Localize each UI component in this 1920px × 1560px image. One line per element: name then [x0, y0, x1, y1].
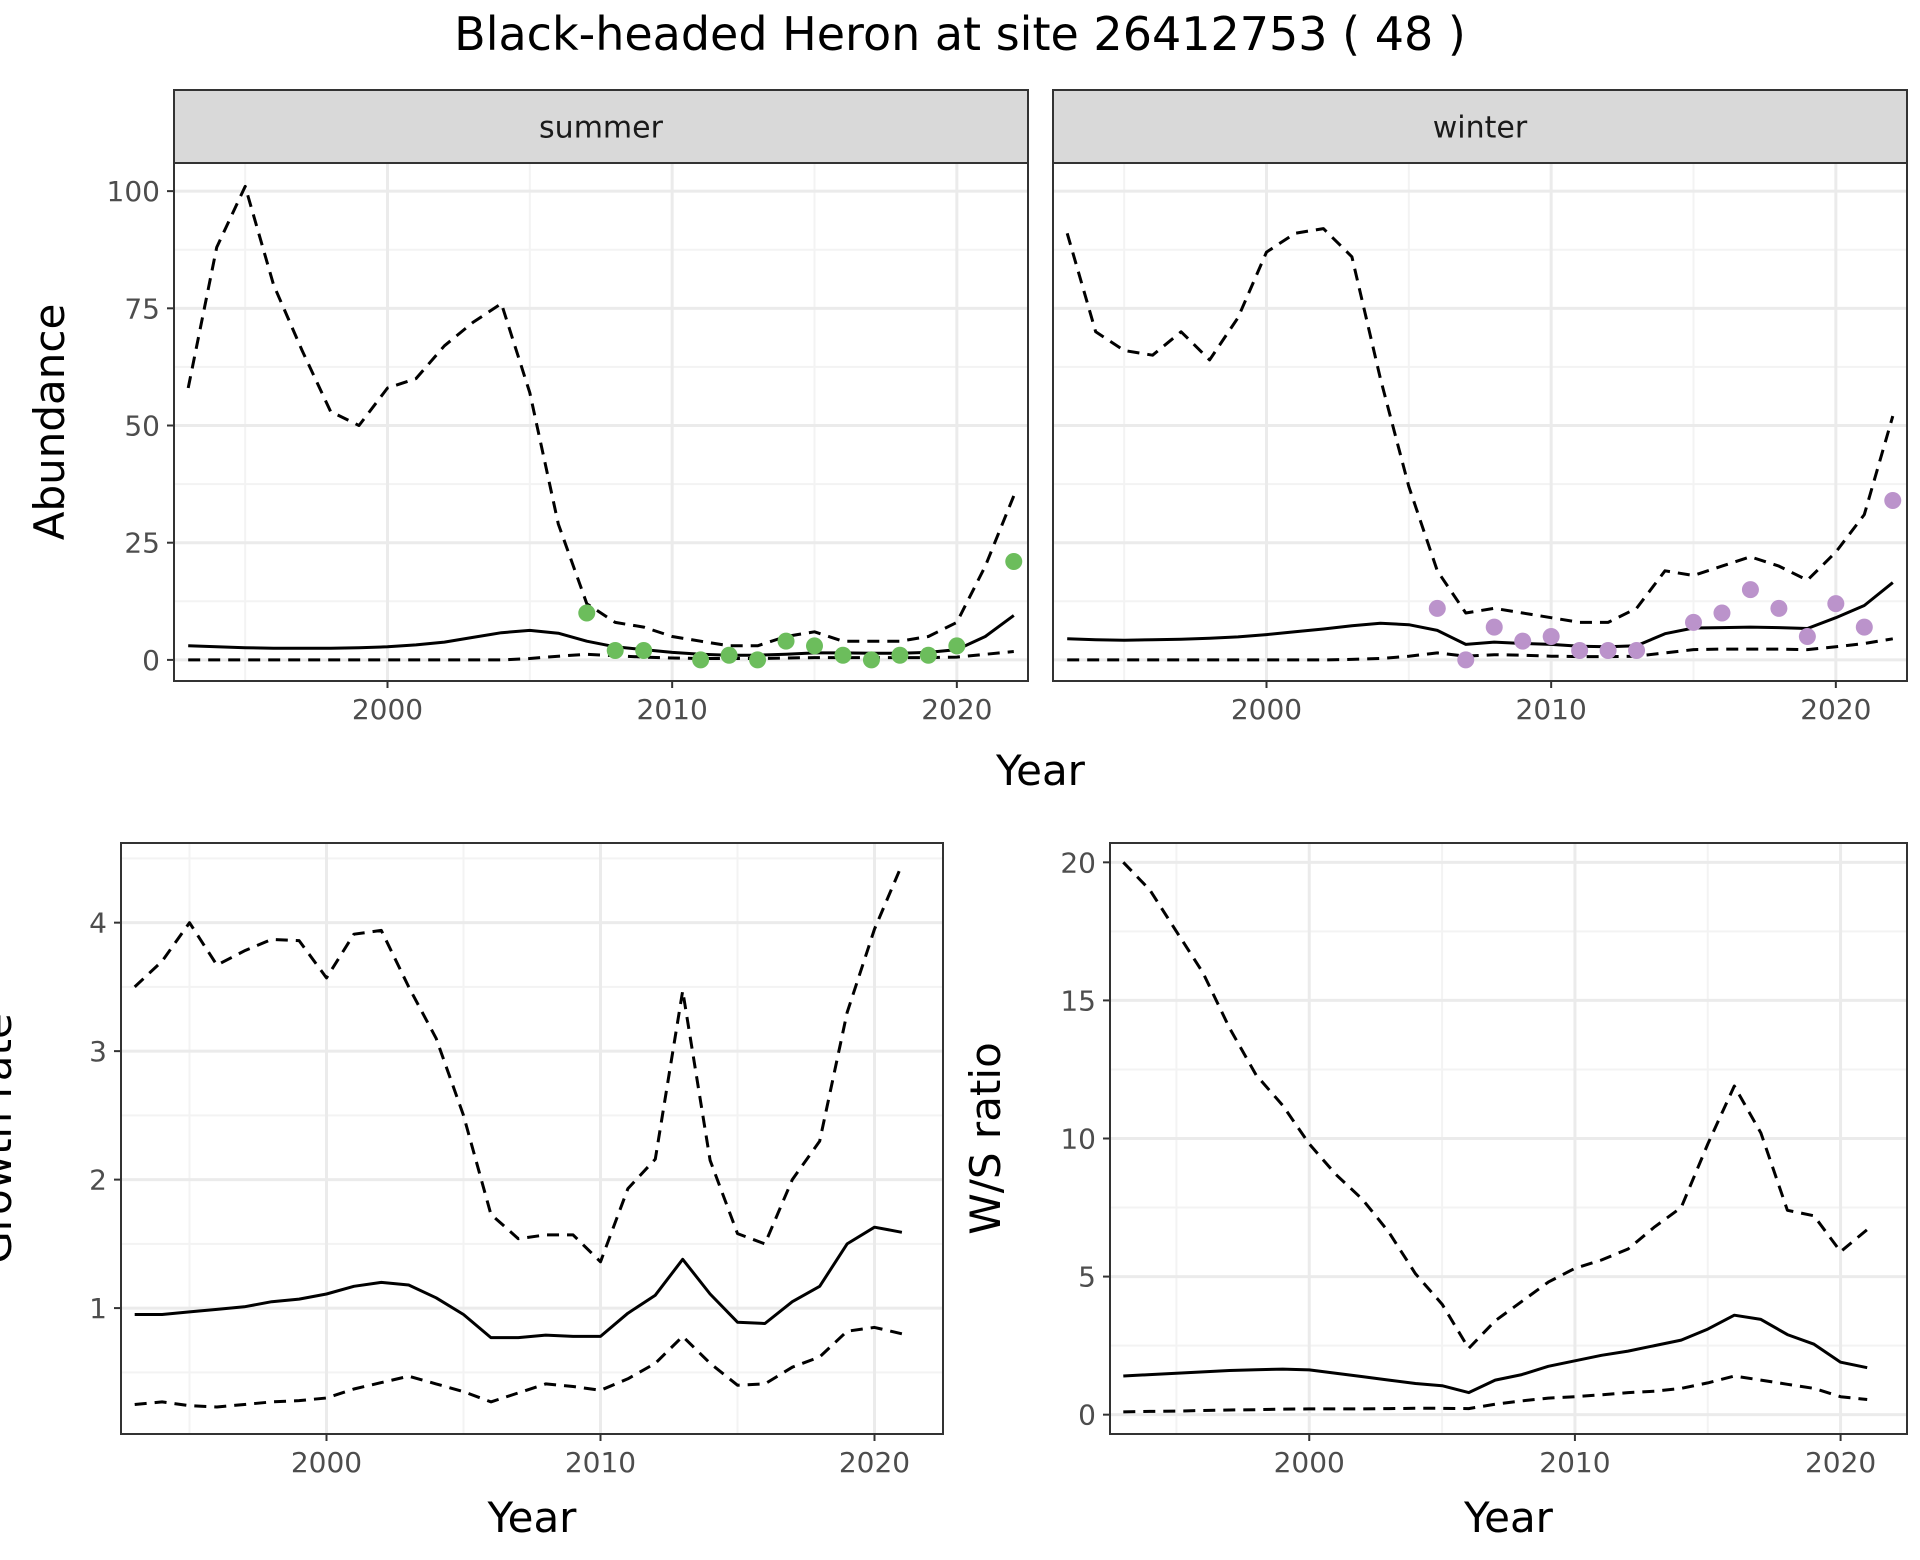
x-axis-title-shared: Year — [995, 746, 1086, 795]
data-point — [1571, 642, 1589, 660]
data-point — [606, 642, 624, 660]
y-tick-label: 20 — [1060, 846, 1096, 879]
facet-strip — [1052, 89, 1908, 164]
facet-strip-label: summer — [539, 111, 664, 146]
data-point — [862, 651, 880, 669]
panel-border — [120, 842, 944, 1435]
y-axis-title: Abundance — [25, 304, 74, 541]
data-point — [1713, 604, 1731, 622]
data-point — [1855, 618, 1873, 636]
data-point — [806, 637, 823, 655]
data-point — [1685, 613, 1702, 631]
y-tick-label: 10 — [1060, 1123, 1096, 1156]
data-point — [1628, 642, 1646, 660]
x-axis-title: Year — [487, 1493, 578, 1542]
y-tick-label: 3 — [89, 1035, 107, 1068]
data-point — [1485, 618, 1503, 636]
series-line-lower-dashed — [1067, 637, 1894, 662]
y-tick-label: 75 — [124, 292, 160, 325]
y-tick-label: 0 — [1078, 1399, 1096, 1432]
y-tick-label: 2 — [89, 1164, 107, 1197]
y-tick-label: 15 — [1060, 984, 1096, 1017]
y-axis-title: W/S ratio — [961, 1042, 1010, 1235]
y-tick-label: 1 — [89, 1292, 107, 1325]
series-line-lower-dashed — [134, 1325, 903, 1409]
data-point — [635, 642, 653, 660]
data-point — [692, 651, 710, 669]
x-axis-title: Year — [1463, 1493, 1554, 1542]
series-line-upper-dashed — [186, 184, 1016, 648]
data-point — [1827, 595, 1845, 613]
facet-strip — [173, 89, 1029, 164]
data-point — [1428, 599, 1446, 617]
y-tick-label: 5 — [1078, 1261, 1096, 1294]
series-line-mean — [134, 1225, 903, 1340]
series-line-mean — [1123, 1313, 1868, 1395]
series-line-lower-dashed — [1123, 1374, 1868, 1414]
data-point — [578, 604, 596, 622]
main-title: Black-headed Heron at site 26412753 ( 48… — [454, 7, 1466, 61]
x-tick-label: 2000 — [352, 693, 423, 726]
chart-panel-1: summer 2000 2010 2020 0 25 50 75 100 Abundance — [25, 89, 1029, 726]
y-axis-title: Growth rate — [0, 1013, 21, 1264]
x-tick-label: 2000 — [1231, 693, 1302, 726]
data-point — [948, 637, 966, 655]
x-tick-label: 2010 — [637, 693, 708, 726]
y-tick-label: 0 — [142, 644, 160, 677]
x-tick-label: 2020 — [839, 1446, 910, 1479]
data-point — [891, 646, 909, 664]
x-tick-label: 2010 — [565, 1446, 636, 1479]
data-point — [749, 651, 767, 669]
y-tick-label: 4 — [89, 907, 107, 940]
x-tick-label: 2020 — [921, 693, 992, 726]
data-point — [1770, 599, 1788, 617]
facet-strip-label: winter — [1433, 111, 1528, 146]
data-point — [1514, 632, 1532, 650]
data-point — [1884, 492, 1902, 510]
data-point — [1457, 651, 1475, 669]
x-tick-label: 2020 — [1800, 693, 1871, 726]
data-point — [777, 632, 795, 650]
data-point — [1798, 627, 1816, 645]
chart-panel-2: winter 2000 2010 2020 — [1052, 89, 1908, 726]
data-point — [1599, 642, 1617, 660]
data-point — [919, 646, 937, 664]
series-line-mean — [1067, 581, 1894, 649]
chart-panel-3: 2000 2010 2020 1 2 3 4 Year Growth rate — [0, 842, 944, 1542]
data-point — [720, 646, 738, 664]
data-point — [834, 646, 852, 664]
data-point — [1741, 581, 1759, 599]
data-point — [1542, 627, 1560, 645]
series-line-upper-dashed — [133, 864, 904, 1264]
x-tick-label: 2020 — [1805, 1446, 1876, 1479]
x-tick-label: 2010 — [1539, 1446, 1610, 1479]
chart-panel-4: 2000 2010 2020 0 5 10 15 20 Year W/S ratio — [961, 842, 1908, 1542]
x-tick-label: 2000 — [1274, 1446, 1345, 1479]
data-point — [1005, 552, 1023, 570]
series-line-upper-dashed — [1065, 227, 1895, 624]
x-tick-label: 2010 — [1516, 693, 1587, 726]
y-tick-label: 50 — [124, 410, 160, 443]
y-tick-label: 25 — [124, 527, 160, 560]
series-line-upper-dashed — [1122, 861, 1869, 1350]
x-tick-label: 2000 — [291, 1446, 362, 1479]
y-tick-label: 100 — [107, 175, 160, 208]
